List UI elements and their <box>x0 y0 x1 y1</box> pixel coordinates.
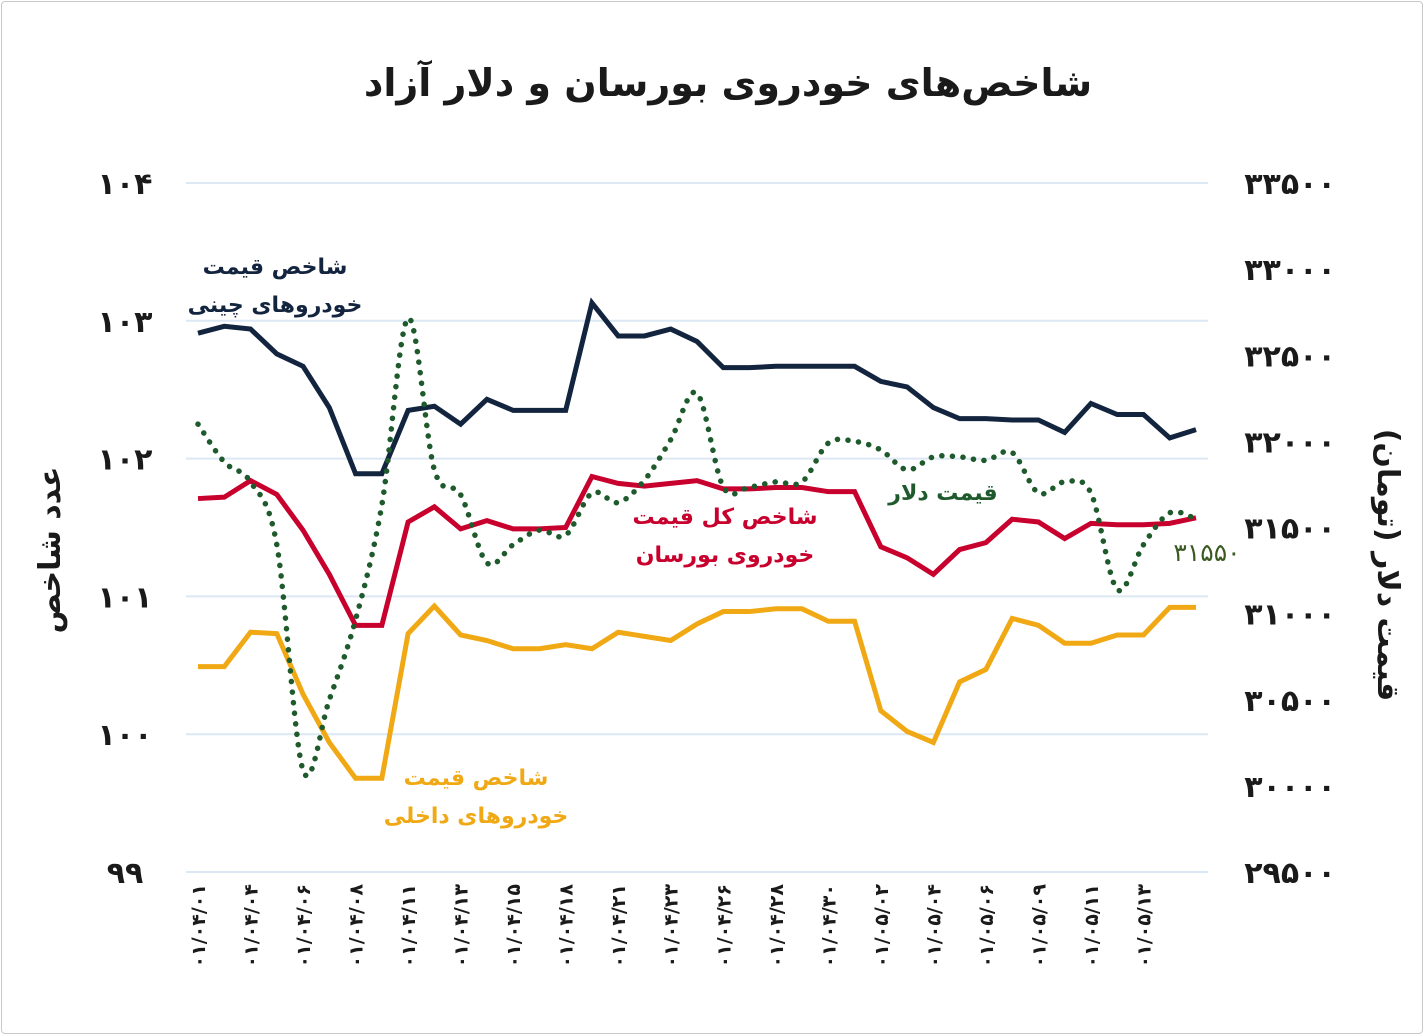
x-tick-label: ۰۱/۰۴/۱۸ <box>556 884 578 968</box>
series-label-domestic: شاخص قیمت <box>404 766 549 791</box>
series-label-bursan-line2: خودروی بورسان <box>636 543 815 568</box>
y-right-tick-label: ۳۳۰۰۰ <box>1244 253 1336 288</box>
y-left-tick-label: ۱۰۲ <box>98 443 153 478</box>
series-label-domestic-line2: خودروهای داخلی <box>384 804 569 829</box>
x-tick-label: ۰۱/۰۴/۲۸ <box>766 884 788 968</box>
y-axis-left-label: عدد شاخص <box>33 467 68 634</box>
x-tick-label: ۰۱/۰۴/۲۳ <box>661 884 683 968</box>
x-tick-label: ۰۱/۰۴/۰۶ <box>293 884 315 967</box>
x-tick-label: ۰۱/۰۴/۳۰ <box>818 884 840 967</box>
y-right-tick-label: ۳۱۵۰۰ <box>1244 512 1336 547</box>
series-label-dollar: قیمت دلار <box>887 481 997 506</box>
series-line-2 <box>198 602 1196 781</box>
y-axis-right-label: قیمت دلار (تومان) <box>1370 429 1405 702</box>
x-tick-label: ۰۱/۰۴/۲۶ <box>713 884 735 967</box>
x-tick-label: ۰۱/۰۴/۰۴ <box>241 884 263 967</box>
y-left-tick-label: ۱۰۰ <box>98 718 153 753</box>
series-line-1 <box>197 473 1197 628</box>
x-tick-label: ۰۱/۰۵/۱۱ <box>1081 884 1103 967</box>
dollar-last-value-label: ۳۱۵۵۰ <box>1173 538 1240 567</box>
x-tick-label: ۰۱/۰۵/۰۹ <box>1028 884 1050 968</box>
y-right-tick-label: ۳۳۵۰۰ <box>1244 167 1336 202</box>
x-tick-label: ۰۱/۰۴/۱۵ <box>503 884 525 968</box>
chart-title: شاخص‌های خودروی بورسان و دلار آزاد <box>364 59 1092 106</box>
y-right-tick-label: ۳۰۰۰۰ <box>1244 770 1336 805</box>
x-tick-label: ۰۱/۰۴/۰۱ <box>188 884 210 967</box>
x-tick-label: ۰۱/۰۵/۱۳ <box>1133 884 1155 968</box>
series-label-bursan: شاخص کل قیمت <box>633 505 818 530</box>
series-label-chinese: شاخص قیمت <box>203 255 348 280</box>
x-tick-label: ۰۱/۰۴/۱۱ <box>398 884 420 967</box>
series-label-chinese-line2: خودروهای چینی <box>188 293 363 318</box>
x-tick-label: ۰۱/۰۴/۱۳ <box>451 884 473 968</box>
x-tick-label: ۰۱/۰۴/۲۱ <box>608 884 630 967</box>
y-right-tick-label: ۳۲۵۰۰ <box>1244 339 1336 374</box>
y-left-tick-label: ۱۰۴ <box>98 167 153 202</box>
series-line-0 <box>197 297 1197 477</box>
y-left-tick-label: ۹۹ <box>107 856 144 891</box>
y-right-tick-label: ۲۹۵۰۰ <box>1244 856 1336 891</box>
y-right-tick-label: ۳۰۵۰۰ <box>1244 684 1336 719</box>
x-tick-label: ۰۱/۰۵/۰۲ <box>871 884 893 968</box>
x-tick-label: ۰۱/۰۵/۰۴ <box>923 884 945 967</box>
y-left-tick-label: ۱۰۳ <box>98 305 153 340</box>
y-right-tick-label: ۳۱۰۰۰ <box>1244 598 1336 633</box>
series-line-dollar <box>195 315 1199 779</box>
x-tick-label: ۰۱/۰۵/۰۶ <box>976 884 998 967</box>
x-tick-label: ۰۱/۰۴/۰۸ <box>346 884 368 968</box>
y-left-tick-label: ۱۰۱ <box>98 580 153 615</box>
y-right-tick-label: ۳۲۰۰۰ <box>1244 425 1336 460</box>
